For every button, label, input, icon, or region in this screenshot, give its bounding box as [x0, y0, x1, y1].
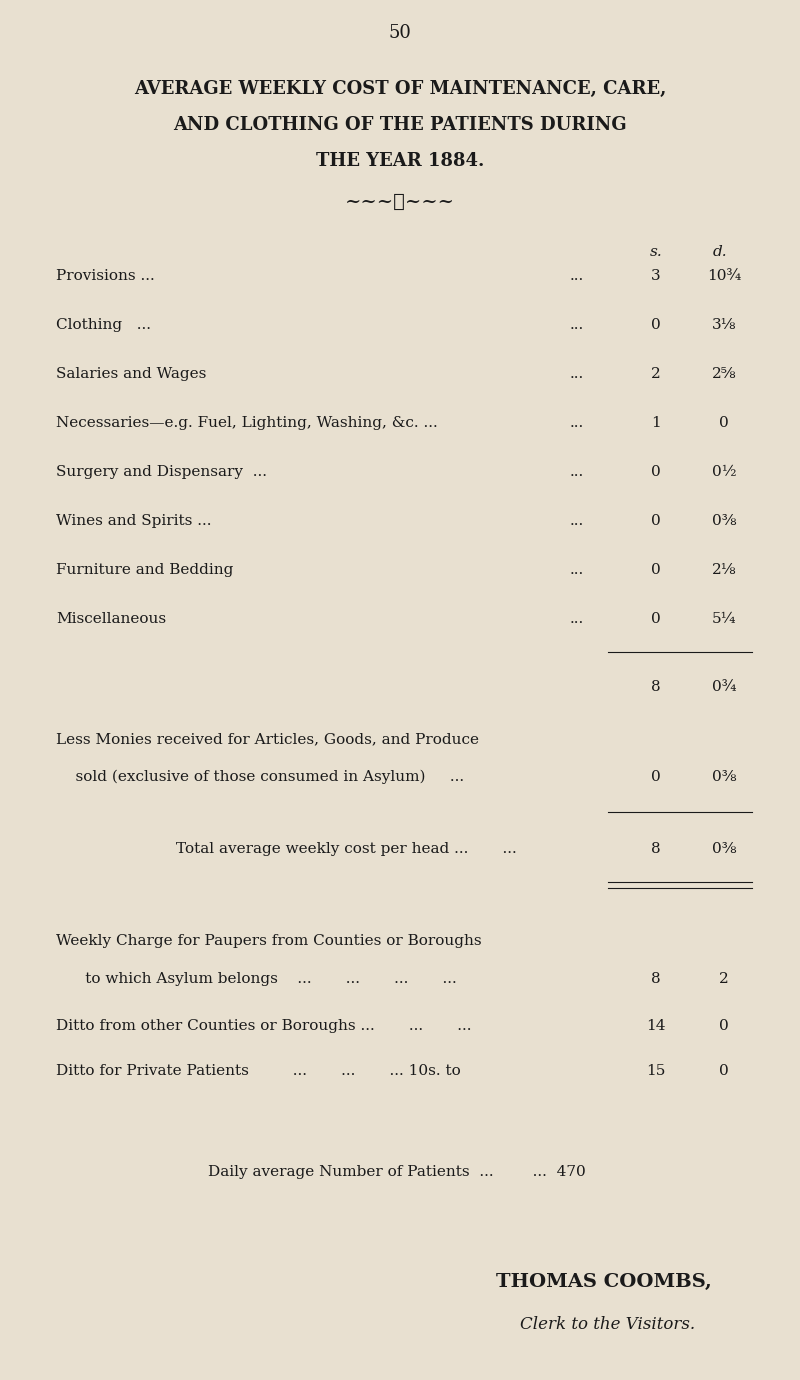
Text: Provisions ...: Provisions ... — [56, 269, 154, 283]
Text: Clerk to the Visitors.: Clerk to the Visitors. — [520, 1317, 695, 1333]
Text: Daily average Number of Patients  ...        ...  470: Daily average Number of Patients ... ...… — [208, 1165, 586, 1179]
Text: 2⅛: 2⅛ — [712, 563, 736, 577]
Text: 0⅜: 0⅜ — [712, 842, 736, 857]
Text: ~~~✶~~~: ~~~✶~~~ — [345, 193, 455, 211]
Text: THE YEAR 1884.: THE YEAR 1884. — [316, 152, 484, 170]
Text: 0⅜: 0⅜ — [712, 770, 736, 784]
Text: ...: ... — [570, 317, 584, 331]
Text: 0: 0 — [651, 563, 661, 577]
Text: Weekly Charge for Paupers from Counties or Boroughs: Weekly Charge for Paupers from Counties … — [56, 934, 482, 948]
Text: 0⅜: 0⅜ — [712, 515, 736, 529]
Text: s.: s. — [650, 246, 662, 259]
Text: d.: d. — [713, 246, 727, 259]
Text: ...: ... — [570, 269, 584, 283]
Text: Wines and Spirits ...: Wines and Spirits ... — [56, 515, 211, 529]
Text: Miscellaneous: Miscellaneous — [56, 613, 166, 627]
Text: Total average weekly cost per head ...       ...: Total average weekly cost per head ... .… — [176, 842, 517, 857]
Text: 0: 0 — [651, 465, 661, 479]
Text: 5¼: 5¼ — [712, 613, 736, 627]
Text: 50: 50 — [389, 23, 411, 41]
Text: 0½: 0½ — [712, 465, 736, 479]
Text: ...: ... — [570, 515, 584, 529]
Text: 2: 2 — [719, 972, 729, 985]
Text: to which Asylum belongs    ...       ...       ...       ...: to which Asylum belongs ... ... ... ... — [56, 972, 457, 985]
Text: 8: 8 — [651, 842, 661, 857]
Text: 0: 0 — [719, 415, 729, 431]
Text: AVERAGE WEEKLY COST OF MAINTENANCE, CARE,: AVERAGE WEEKLY COST OF MAINTENANCE, CARE… — [134, 80, 666, 98]
Text: Ditto for Private Patients         ...       ...       ... 10s. to: Ditto for Private Patients ... ... ... 1… — [56, 1064, 461, 1078]
Text: Salaries and Wages: Salaries and Wages — [56, 367, 206, 381]
Text: Less Monies received for Articles, Goods, and Produce: Less Monies received for Articles, Goods… — [56, 731, 479, 747]
Text: 8: 8 — [651, 972, 661, 985]
Text: 0: 0 — [651, 613, 661, 627]
Text: AND CLOTHING OF THE PATIENTS DURING: AND CLOTHING OF THE PATIENTS DURING — [173, 116, 627, 134]
Text: 2: 2 — [651, 367, 661, 381]
Text: ...: ... — [570, 415, 584, 431]
Text: 10¾: 10¾ — [707, 269, 741, 283]
Text: 0: 0 — [719, 1018, 729, 1032]
Text: 3⅛: 3⅛ — [712, 317, 736, 331]
Text: 0: 0 — [651, 515, 661, 529]
Text: ...: ... — [570, 465, 584, 479]
Text: 14: 14 — [646, 1018, 666, 1032]
Text: ...: ... — [570, 613, 584, 627]
Text: Surgery and Dispensary  ...: Surgery and Dispensary ... — [56, 465, 267, 479]
Text: 0: 0 — [651, 317, 661, 331]
Text: 0¾: 0¾ — [712, 680, 736, 694]
Text: Ditto from other Counties or Boroughs ...       ...       ...: Ditto from other Counties or Boroughs ..… — [56, 1018, 471, 1032]
Text: sold (exclusive of those consumed in Asylum)     ...: sold (exclusive of those consumed in Asy… — [56, 770, 464, 784]
Text: 2⅝: 2⅝ — [712, 367, 736, 381]
Text: Furniture and Bedding: Furniture and Bedding — [56, 563, 234, 577]
Text: 0: 0 — [719, 1064, 729, 1078]
Text: 3: 3 — [651, 269, 661, 283]
Text: 8: 8 — [651, 680, 661, 694]
Text: ...: ... — [570, 563, 584, 577]
Text: 1: 1 — [651, 415, 661, 431]
Text: 15: 15 — [646, 1064, 666, 1078]
Text: Clothing   ...: Clothing ... — [56, 317, 151, 331]
Text: THOMAS COOMBS,: THOMAS COOMBS, — [496, 1274, 712, 1292]
Text: ...: ... — [570, 367, 584, 381]
Text: Necessaries—e.g. Fuel, Lighting, Washing, &c. ...: Necessaries—e.g. Fuel, Lighting, Washing… — [56, 415, 438, 431]
Text: 0: 0 — [651, 770, 661, 784]
